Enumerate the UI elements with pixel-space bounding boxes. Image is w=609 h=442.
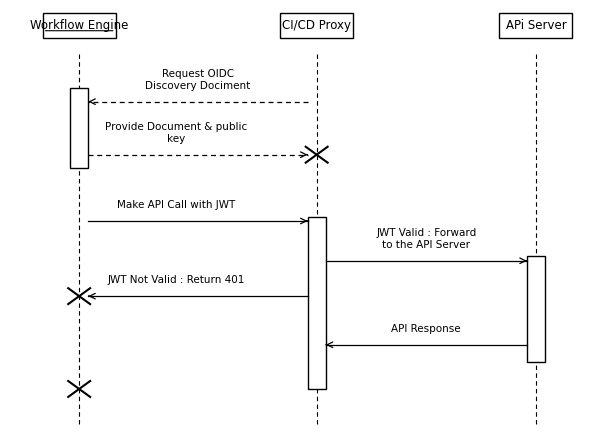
FancyBboxPatch shape	[527, 256, 545, 362]
FancyBboxPatch shape	[70, 88, 88, 168]
Text: API Response: API Response	[392, 324, 461, 334]
Text: Provide Document & public
key: Provide Document & public key	[105, 122, 248, 144]
Text: Request OIDC
Discovery Dociment: Request OIDC Discovery Dociment	[146, 69, 250, 91]
FancyBboxPatch shape	[308, 217, 326, 389]
Text: Make API Call with JWT: Make API Call with JWT	[118, 200, 236, 210]
Text: JWT Valid : Forward
to the API Server: JWT Valid : Forward to the API Server	[376, 228, 476, 250]
Text: APi Server: APi Server	[505, 19, 566, 32]
FancyBboxPatch shape	[499, 13, 572, 38]
FancyBboxPatch shape	[43, 13, 116, 38]
Text: JWT Not Valid : Return 401: JWT Not Valid : Return 401	[108, 275, 245, 285]
Text: CI/CD Proxy: CI/CD Proxy	[282, 19, 351, 32]
Text: Workflow Engine: Workflow Engine	[30, 19, 128, 32]
FancyBboxPatch shape	[280, 13, 353, 38]
